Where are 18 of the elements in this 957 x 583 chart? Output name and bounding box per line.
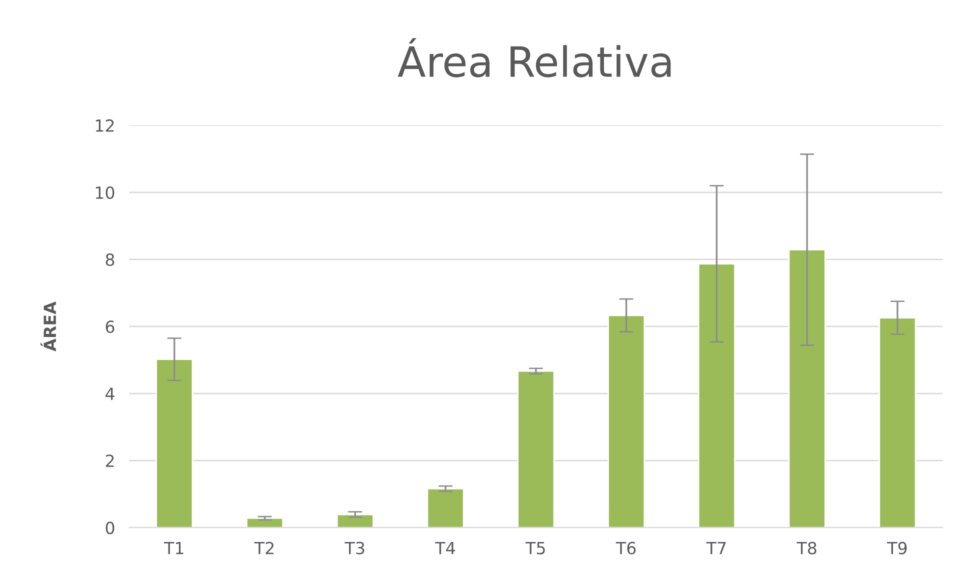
y-tick-label: 8 bbox=[106, 253, 114, 266]
y-tick-label: 10 bbox=[96, 186, 114, 199]
x-tick-label: T3 bbox=[344, 542, 364, 554]
x-tick-label: T8 bbox=[796, 542, 816, 554]
x-tick-label: T9 bbox=[887, 542, 907, 554]
y-tick-label: 6 bbox=[106, 320, 114, 334]
y-tick-label: 2 bbox=[106, 454, 114, 467]
y-axis-title: ÁREA bbox=[40, 302, 56, 352]
x-tick-label: T4 bbox=[435, 542, 455, 554]
x-tick-label: T5 bbox=[525, 542, 545, 554]
y-tick-label: 12 bbox=[96, 119, 114, 132]
chart-title: Área Relativa bbox=[398, 38, 671, 78]
y-tick-label: 0 bbox=[106, 522, 114, 534]
x-tick-label: T7 bbox=[706, 542, 726, 554]
x-tick-label: T6 bbox=[616, 542, 636, 554]
x-tick-label: T2 bbox=[254, 542, 274, 554]
y-tick-label: 4 bbox=[106, 388, 114, 400]
x-tick-label: T1 bbox=[164, 542, 184, 554]
